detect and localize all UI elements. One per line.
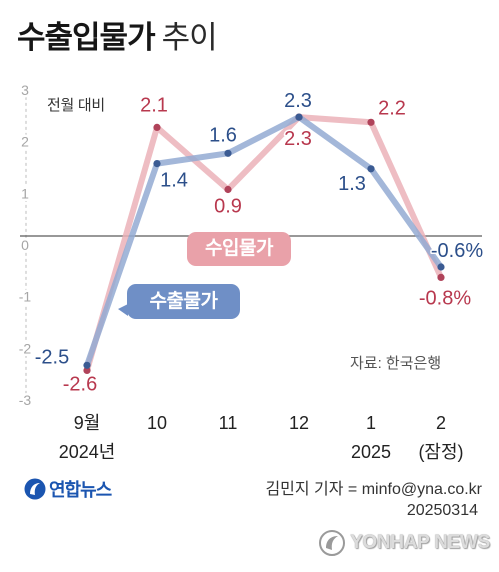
export-price-point-4 bbox=[367, 165, 375, 173]
x-tick-label: 12 bbox=[289, 413, 309, 433]
source-note: 자료: 한국은행 bbox=[350, 355, 442, 372]
export-price-label-3: 2.3 bbox=[284, 90, 312, 112]
import-price-line bbox=[84, 114, 444, 374]
y-tick-label: 0 bbox=[21, 237, 29, 253]
y-tick-label: -2 bbox=[19, 340, 32, 356]
y-tick-label: -3 bbox=[19, 392, 32, 408]
import-price-label-3: 2.3 bbox=[284, 128, 312, 150]
import-price-label-4: 2.2 bbox=[378, 97, 406, 119]
import-price-point-4 bbox=[367, 118, 375, 126]
import-price-point-1 bbox=[153, 123, 161, 131]
y-tick-label: 2 bbox=[21, 134, 29, 150]
page-title: 수출입물가 추이 bbox=[17, 15, 218, 61]
yonhap-logo-text: 연합뉴스 bbox=[49, 480, 112, 500]
y-tick-label: 1 bbox=[21, 185, 29, 201]
import-price-point-5 bbox=[437, 273, 445, 281]
x-tick-label: 10 bbox=[147, 413, 167, 433]
export-price-point-0 bbox=[83, 361, 91, 369]
export-price-label-5: -0.6% bbox=[431, 240, 483, 262]
date-stamp: 20250314 bbox=[406, 502, 478, 519]
x-tick-label: 2 bbox=[436, 413, 446, 433]
import-price-label-1: 2.1 bbox=[140, 94, 168, 116]
byline: 김민지 기자 = minfo@yna.co.kr bbox=[265, 481, 482, 498]
watermark-icon bbox=[319, 530, 346, 556]
x-tick-label: 11 bbox=[219, 413, 238, 433]
y-tick-label: -1 bbox=[19, 289, 32, 305]
x-tick-label: 9월 bbox=[74, 413, 101, 433]
import-price-callout: 수입물가 bbox=[187, 232, 291, 266]
x-tick-sublabel: (잠정) bbox=[418, 442, 463, 462]
export-price-callout: 수출물가 bbox=[118, 284, 240, 319]
export-price-point-5 bbox=[437, 263, 445, 271]
export-price-callout-label: 수출물가 bbox=[149, 291, 218, 312]
line-chart: 3210-1-2-3-2.51.41.62.31.3-0.6%-2.62.10.… bbox=[18, 81, 484, 462]
import-price-point-0 bbox=[83, 366, 91, 374]
callout-pointer bbox=[118, 304, 128, 316]
unit-label: 전월 대비 bbox=[47, 97, 105, 114]
watermark: YONHAP NEWS bbox=[318, 528, 490, 558]
export-price-label-1: 1.4 bbox=[160, 170, 188, 192]
import-price-label-5: -0.8% bbox=[419, 287, 471, 309]
export-price-label-0: -2.5 bbox=[35, 346, 69, 368]
yonhap-logo: 연합뉴스 bbox=[24, 477, 112, 501]
export-price-label-4: 1.3 bbox=[338, 173, 366, 195]
title-main: 수출입물가 bbox=[17, 20, 156, 55]
import-price-label-0: -2.6 bbox=[63, 373, 97, 395]
x-tick-sublabel: 2024년 bbox=[59, 442, 116, 462]
yonhap-logo-icon bbox=[24, 478, 46, 500]
export-price-label-2: 1.6 bbox=[209, 124, 237, 146]
y-tick-label: 3 bbox=[21, 82, 29, 98]
x-tick-sublabel: 2025 bbox=[351, 442, 391, 462]
title-sub: 추이 bbox=[161, 20, 218, 55]
watermark-text: YONHAP NEWS bbox=[350, 532, 490, 553]
export-price-line bbox=[84, 114, 444, 369]
import-price-callout-label: 수입물가 bbox=[205, 238, 273, 259]
x-tick-label: 1 bbox=[366, 413, 376, 433]
export-price-point-3 bbox=[295, 113, 303, 121]
import-price-point-2 bbox=[224, 185, 232, 194]
export-price-point-2 bbox=[224, 149, 232, 157]
import-price-label-2: 0.9 bbox=[214, 196, 242, 218]
export-price-point-1 bbox=[153, 160, 161, 168]
